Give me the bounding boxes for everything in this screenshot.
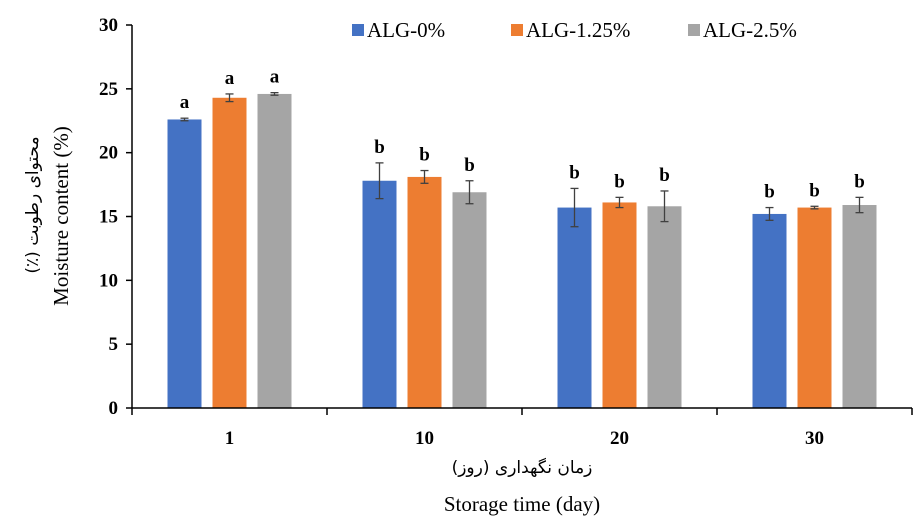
significance-letter: b [854,171,865,192]
bar [167,119,202,409]
x-tick-label: 30 [805,428,824,449]
bar [362,180,397,408]
significance-letter: b [614,171,625,192]
chart-legend: ALG-0% ALG-1.25% ALG-2.5% [352,18,797,42]
significance-letter: b [569,162,580,183]
y-tick-label: 20 [99,143,118,164]
y-axis-title-persian: محتوای رطوبت (٪) [23,136,43,273]
bar [257,93,292,408]
significance-letter: a [270,67,280,88]
significance-letter: a [180,92,190,113]
legend-swatch [511,24,523,36]
significance-letter: b [764,182,775,203]
bar [602,202,637,408]
bar [752,213,787,408]
legend-swatch [688,24,700,36]
bar [407,176,442,408]
significance-letter: b [464,155,475,176]
x-axis-title: Storage time (day) [444,492,600,516]
legend-label: ALG-2.5% [703,18,797,42]
y-tick-label: 25 [99,79,118,100]
significance-letter: b [419,145,430,166]
x-axis-title-persian: زمان نگهداری (روز) [452,457,593,478]
significance-letter: b [659,165,670,186]
bar [842,205,877,408]
significance-letter: a [225,68,235,89]
significance-letter: b [809,180,820,201]
legend-label: ALG-1.25% [526,18,630,42]
bar [452,192,487,408]
bar [557,207,592,408]
legend-label: ALG-0% [367,18,445,42]
y-tick-label: 10 [99,270,118,291]
y-axis-title: Moisture content (%) [49,126,73,306]
bar [647,206,682,408]
y-tick-label: 30 [99,15,118,36]
x-tick-label: 10 [415,428,434,449]
y-axis: 0 5 10 15 20 25 30 [99,15,133,419]
bar [797,207,832,408]
legend-swatch [352,24,364,36]
y-tick-label: 15 [99,207,118,228]
bar-series-group: a b b b a b b b a b b b [167,67,877,409]
x-axis: 1 10 20 30 [131,407,913,449]
y-tick-label: 5 [109,334,119,355]
y-tick-label: 0 [109,398,119,419]
x-tick-label: 1 [225,428,235,449]
x-tick-label: 20 [610,428,629,449]
bar [212,97,247,409]
significance-letter: b [374,137,385,158]
